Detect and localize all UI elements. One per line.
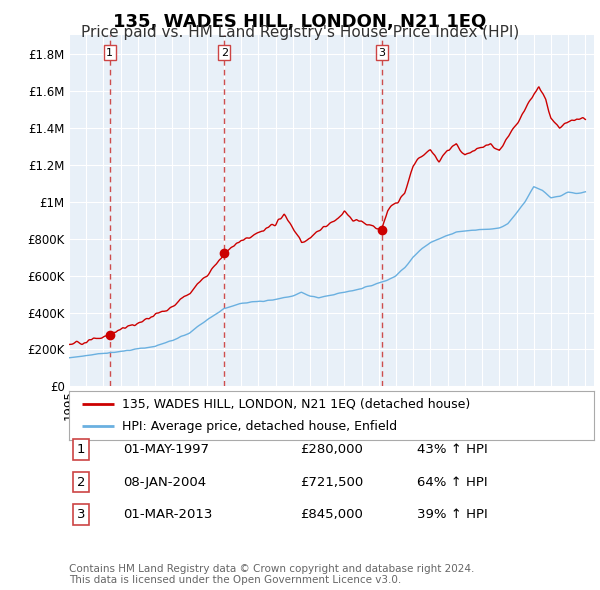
Text: 135, WADES HILL, LONDON, N21 1EQ (detached house): 135, WADES HILL, LONDON, N21 1EQ (detach… bbox=[121, 398, 470, 411]
Text: 135, WADES HILL, LONDON, N21 1EQ: 135, WADES HILL, LONDON, N21 1EQ bbox=[113, 13, 487, 31]
Text: 2: 2 bbox=[221, 48, 228, 58]
Text: 1: 1 bbox=[77, 443, 85, 456]
Text: 39% ↑ HPI: 39% ↑ HPI bbox=[417, 508, 488, 521]
Text: £280,000: £280,000 bbox=[300, 443, 363, 456]
Text: 3: 3 bbox=[378, 48, 385, 58]
Text: 01-MAR-2013: 01-MAR-2013 bbox=[123, 508, 212, 521]
Text: 2: 2 bbox=[77, 476, 85, 489]
Text: 3: 3 bbox=[77, 508, 85, 521]
Text: 08-JAN-2004: 08-JAN-2004 bbox=[123, 476, 206, 489]
Text: 43% ↑ HPI: 43% ↑ HPI bbox=[417, 443, 488, 456]
Text: 01-MAY-1997: 01-MAY-1997 bbox=[123, 443, 209, 456]
Text: HPI: Average price, detached house, Enfield: HPI: Average price, detached house, Enfi… bbox=[121, 420, 397, 433]
Text: £721,500: £721,500 bbox=[300, 476, 363, 489]
Text: £845,000: £845,000 bbox=[300, 508, 363, 521]
Text: Price paid vs. HM Land Registry's House Price Index (HPI): Price paid vs. HM Land Registry's House … bbox=[81, 25, 519, 40]
Text: 1: 1 bbox=[106, 48, 113, 58]
Text: Contains HM Land Registry data © Crown copyright and database right 2024.
This d: Contains HM Land Registry data © Crown c… bbox=[69, 563, 475, 585]
Text: 64% ↑ HPI: 64% ↑ HPI bbox=[417, 476, 488, 489]
